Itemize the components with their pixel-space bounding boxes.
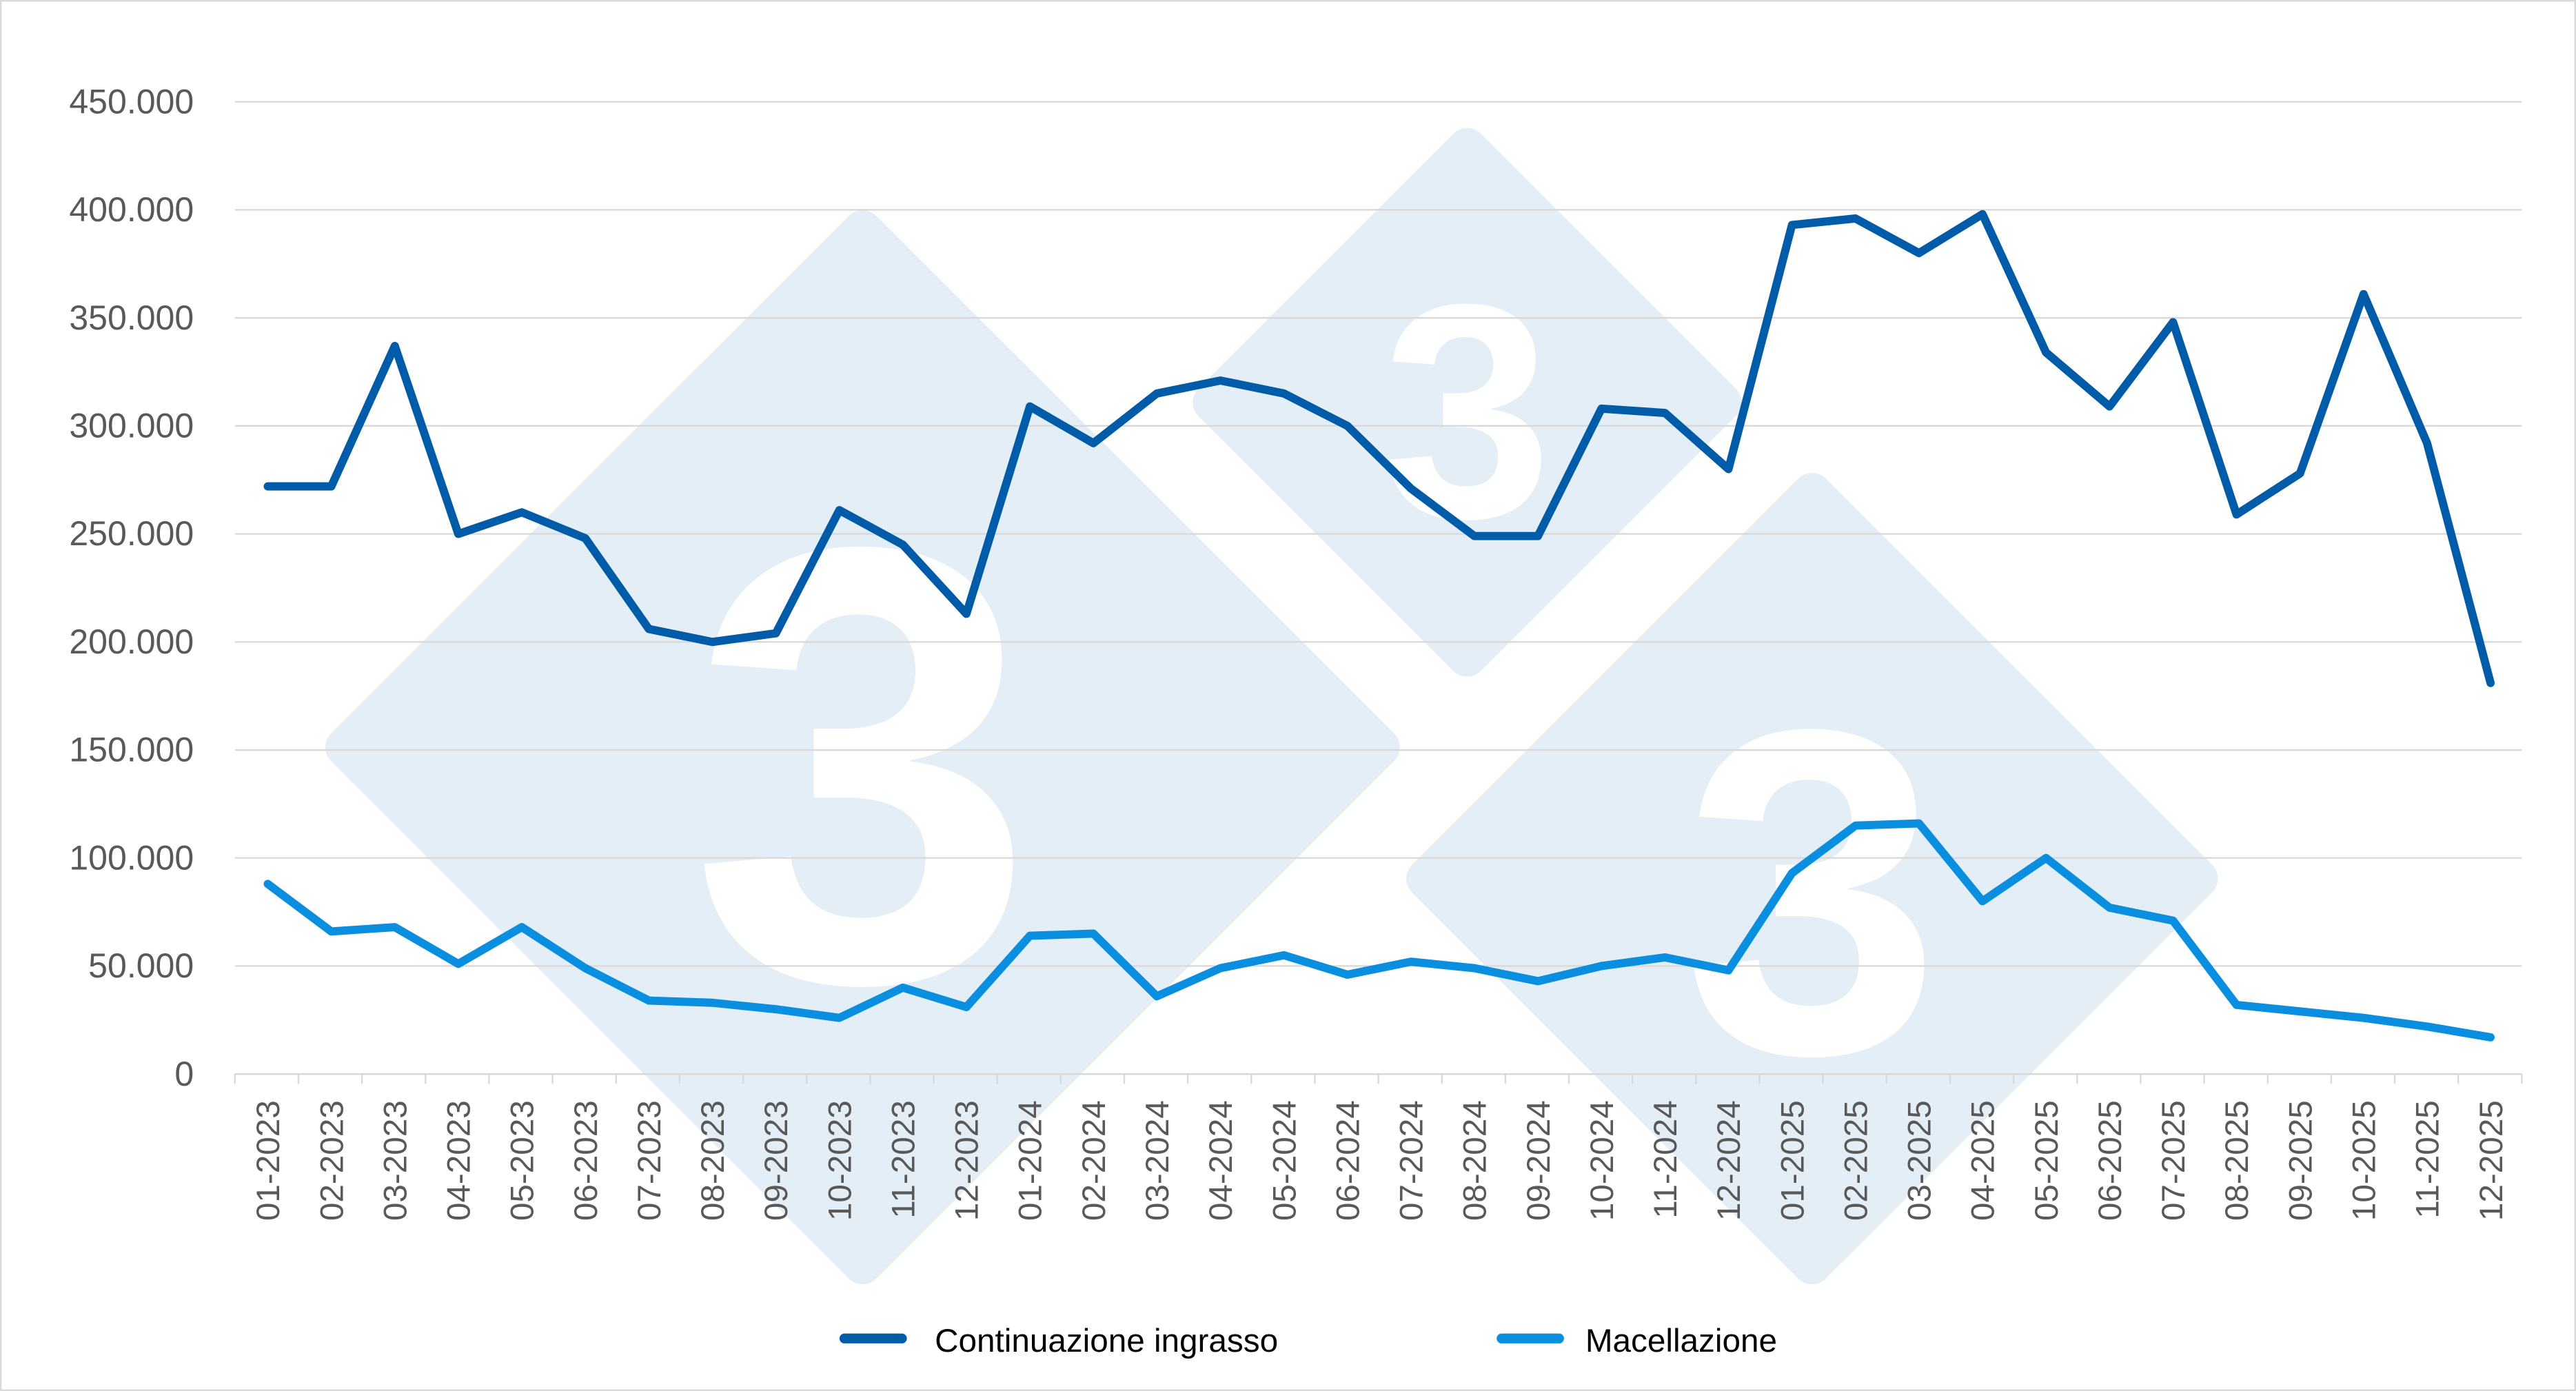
x-tick-label: 06-2025 — [2092, 1100, 2129, 1221]
y-tick-label: 300.000 — [69, 407, 194, 445]
x-tick-label: 02-2025 — [1838, 1100, 1874, 1221]
x-tick-label: 02-2024 — [1076, 1100, 1113, 1221]
x-tick-label: 04-2025 — [1965, 1100, 2002, 1221]
series-line-1 — [263, 210, 2495, 687]
x-tick-label: 11-2023 — [885, 1100, 922, 1218]
x-tick-label: 10-2024 — [1584, 1100, 1621, 1221]
x-tick-label: 02-2023 — [314, 1100, 350, 1221]
x-tick-label: 05-2024 — [1266, 1100, 1303, 1221]
x-tick-label: 12-2025 — [2473, 1100, 2510, 1221]
x-tick-label: 05-2023 — [505, 1100, 541, 1221]
y-tick-label: 150.000 — [69, 731, 194, 769]
x-tick-label: 07-2025 — [2156, 1100, 2192, 1221]
x-tick-label: 04-2024 — [1203, 1100, 1239, 1221]
x-tick-label: 06-2023 — [568, 1100, 605, 1221]
watermark-text: 3 — [1683, 634, 1941, 1151]
x-tick-label: 09-2024 — [1521, 1100, 1557, 1221]
x-tick-label: 08-2025 — [2219, 1100, 2255, 1221]
x-tick-label: 04-2023 — [441, 1100, 478, 1221]
x-tick-label: 08-2024 — [1457, 1100, 1494, 1221]
x-tick-label: 11-2024 — [1647, 1100, 1684, 1218]
x-tick-label: 10-2023 — [822, 1100, 858, 1221]
legend-label: Macellazione — [1585, 1323, 1777, 1359]
x-tick-label: 12-2023 — [949, 1100, 986, 1221]
x-tick-label: 09-2023 — [758, 1100, 795, 1221]
x-tick-label: 03-2023 — [377, 1100, 414, 1221]
x-tick-label: 01-2024 — [1013, 1100, 1049, 1221]
x-axis: 01-2023 02-2023 03-2023 04-2023 05-2023 06-20… — [234, 1073, 2523, 1221]
y-tick-label: 0 — [174, 1055, 194, 1093]
x-tick-label: 12-2024 — [1711, 1100, 1747, 1221]
legend-label: Continuazione ingrasso — [935, 1323, 1278, 1359]
x-tick-label: 03-2025 — [1902, 1100, 1938, 1221]
y-tick-label: 400.000 — [69, 190, 194, 229]
x-tick-label: 03-2024 — [1139, 1100, 1176, 1221]
series-line-2 — [263, 819, 2495, 1042]
watermark-diamond — [325, 210, 1400, 1285]
y-tick-label: 100.000 — [69, 838, 194, 877]
x-tick-label: 05-2025 — [2029, 1100, 2065, 1221]
y-tick-label: 250.000 — [69, 514, 194, 553]
watermark-text: 3 — [1382, 241, 1552, 582]
x-tick-label: 10-2025 — [2346, 1100, 2382, 1221]
y-tick-label: 350.000 — [69, 298, 194, 337]
x-tick-label: 01-2025 — [1774, 1100, 1811, 1221]
x-tick-label: 09-2025 — [2282, 1100, 2319, 1221]
legend: Continuazione ingrasso Macellazione — [839, 1323, 1777, 1359]
y-tick-label: 50.000 — [88, 946, 194, 985]
series-lines — [263, 210, 2495, 1042]
x-tick-label: 07-2024 — [1394, 1100, 1430, 1221]
y-tick-label: 200.000 — [69, 622, 194, 661]
x-tick-label: 07-2023 — [631, 1100, 668, 1221]
x-tick-label: 11-2025 — [2410, 1100, 2446, 1218]
x-tick-label: 06-2024 — [1330, 1100, 1366, 1221]
x-tick-label: 01-2023 — [250, 1100, 287, 1221]
y-axis: 0 50.000 100.000 150.000 200.000 250.000 300.0… — [69, 82, 194, 1093]
y-tick-label: 450.000 — [69, 82, 194, 121]
x-tick-label: 08-2023 — [695, 1100, 731, 1221]
